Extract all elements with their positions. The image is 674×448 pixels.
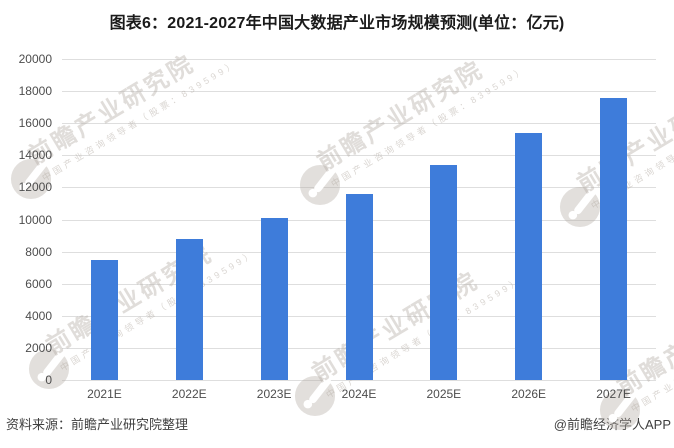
- credit-note: @前瞻经济学人APP: [553, 417, 671, 432]
- y-tick-label: 10000: [18, 212, 52, 227]
- footer: 资料来源：前瞻产业研究院整理 @前瞻经济学人APP: [0, 416, 674, 433]
- x-tick-label: 2024E: [341, 387, 377, 401]
- gridline: [62, 123, 656, 125]
- x-tick-label: 2021E: [87, 387, 122, 401]
- y-tick-label: 20000: [18, 52, 52, 66]
- bar-2026E: [515, 132, 543, 380]
- x-tick-label: 2023E: [256, 387, 292, 401]
- bar-2025E: [430, 164, 458, 380]
- y-tick-label: 14000: [18, 148, 52, 163]
- y-tick-label: 2000: [25, 340, 52, 355]
- y-tick-label: 8000: [25, 244, 52, 259]
- gridline: [62, 155, 656, 157]
- gridline: [62, 59, 656, 60]
- y-tick-label: 6000: [25, 276, 52, 291]
- y-tick-label: 16000: [18, 116, 52, 131]
- gridline: [62, 91, 656, 93]
- x-tick-label: 2025E: [426, 387, 462, 401]
- chart-title: 图表6：2021-2027年中国大数据产业市场规模预测(单位：亿元): [109, 15, 565, 32]
- x-axis-labels: 2021E 2022E 2023E 2024E 2025E 2026E 2027E: [62, 387, 656, 403]
- y-tick-label: 12000: [18, 180, 52, 195]
- bar-2021E: [90, 259, 118, 380]
- gridline: [62, 187, 656, 189]
- source-note: 资料来源：前瞻产业研究院整理: [6, 417, 189, 432]
- bar-2023E: [260, 217, 288, 380]
- bar-2024E: [345, 193, 373, 380]
- gridline: [62, 380, 656, 381]
- y-tick-label: 0: [45, 373, 52, 387]
- bar-2027E: [600, 97, 628, 380]
- y-tick-label: 4000: [25, 308, 52, 323]
- x-tick-label: 2022E: [171, 387, 207, 401]
- plot-area: [62, 59, 656, 381]
- x-tick-label: 2026E: [511, 387, 547, 401]
- y-tick-label: 18000: [18, 84, 52, 99]
- x-tick-label: 2027E: [596, 387, 631, 401]
- y-axis-labels: 0 2000 4000 6000 8000 10000 12000 14000 16000 180…: [0, 52, 52, 387]
- bar-2022E: [175, 238, 203, 380]
